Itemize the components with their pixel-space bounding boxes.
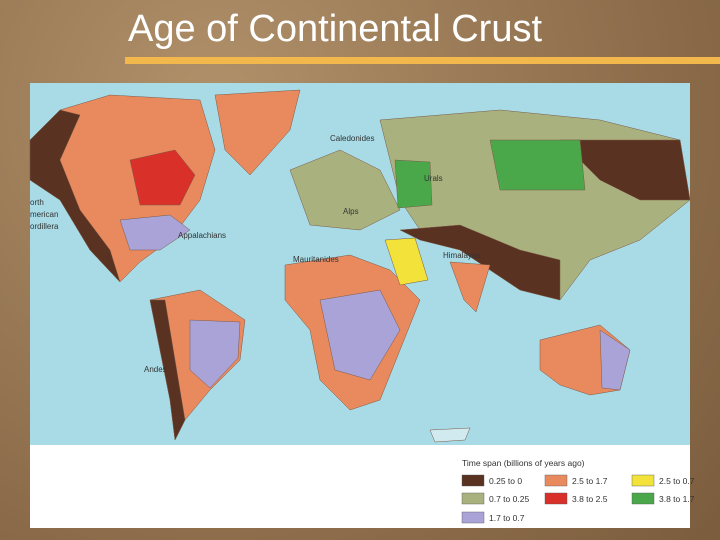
south-america-east bbox=[189, 319, 241, 389]
arabia bbox=[384, 237, 429, 286]
legend-swatch bbox=[461, 492, 485, 505]
map-label: Mauritanides bbox=[293, 255, 339, 264]
cordillera bbox=[29, 109, 121, 283]
legend-label: 2.5 to 0.7 bbox=[659, 476, 695, 486]
canadian-shield bbox=[129, 149, 196, 206]
map-label: orth bbox=[30, 198, 44, 207]
legend-label: 3.8 to 1.7 bbox=[659, 494, 695, 504]
legend-swatch bbox=[544, 474, 568, 487]
east-siberia bbox=[559, 139, 691, 201]
map-labels: Caledonides Urals Alps Appalachians Mauritan… bbox=[30, 134, 480, 374]
slide-title: Age of Continental Crust bbox=[128, 8, 543, 50]
legend: Time span (billions of years ago) 0.25 to… bbox=[461, 458, 695, 524]
landmasses bbox=[29, 89, 691, 443]
antarctica-edge bbox=[429, 427, 471, 443]
map-label: Himalayas bbox=[443, 251, 480, 260]
legend-swatch bbox=[631, 492, 655, 505]
map-label: Andes bbox=[144, 365, 167, 374]
legend-swatch bbox=[544, 492, 568, 505]
legend-swatch bbox=[631, 474, 655, 487]
india bbox=[449, 261, 491, 313]
legend-swatch bbox=[461, 511, 485, 524]
siberian-craton bbox=[489, 139, 586, 191]
russian-platform bbox=[394, 159, 433, 209]
greenland bbox=[214, 89, 301, 176]
map-label: ordillera bbox=[30, 222, 59, 231]
map-label: Alps bbox=[343, 207, 359, 216]
legend-title: Time span (billions of years ago) bbox=[462, 458, 585, 468]
appalachian-belt bbox=[119, 214, 191, 251]
legend-label: 2.5 to 1.7 bbox=[572, 476, 608, 486]
himalayan-belt bbox=[399, 224, 561, 301]
legend-label: 1.7 to 0.7 bbox=[489, 513, 525, 523]
africa-belt bbox=[319, 289, 401, 381]
title-underline bbox=[125, 57, 720, 64]
australia-east bbox=[599, 329, 631, 391]
legend-label: 0.25 to 0 bbox=[489, 476, 522, 486]
legend-swatch bbox=[461, 474, 485, 487]
map-label: Appalachians bbox=[178, 231, 226, 240]
legend-label: 3.8 to 2.5 bbox=[572, 494, 608, 504]
map-label: merican bbox=[30, 210, 58, 219]
map-label: Urals bbox=[424, 174, 443, 183]
andes-belt bbox=[149, 299, 186, 441]
map-label: Caledonides bbox=[330, 134, 374, 143]
europe bbox=[289, 149, 401, 231]
legend-label: 0.7 to 0.25 bbox=[489, 494, 529, 504]
